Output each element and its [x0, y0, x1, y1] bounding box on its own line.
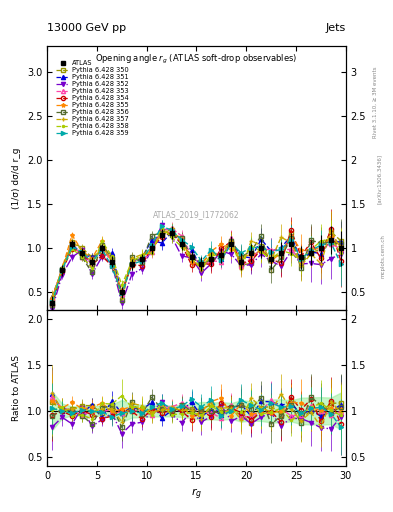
Text: Rivet 3.1.10, ≥ 3M events: Rivet 3.1.10, ≥ 3M events — [373, 67, 378, 138]
Text: Opening angle $r_g$ (ATLAS soft-drop observables): Opening angle $r_g$ (ATLAS soft-drop obs… — [95, 53, 298, 66]
Text: 13000 GeV pp: 13000 GeV pp — [47, 23, 126, 33]
Y-axis label: (1/σ) dσ/d r_g: (1/σ) dσ/d r_g — [12, 147, 21, 209]
Y-axis label: Ratio to ATLAS: Ratio to ATLAS — [12, 355, 21, 421]
Text: mcplots.cern.ch: mcplots.cern.ch — [381, 234, 386, 278]
X-axis label: $r_g$: $r_g$ — [191, 486, 202, 502]
Text: ATLAS_2019_I1772062: ATLAS_2019_I1772062 — [153, 210, 240, 220]
Legend: ATLAS, Pythia 6.428 350, Pythia 6.428 351, Pythia 6.428 352, Pythia 6.428 353, P: ATLAS, Pythia 6.428 350, Pythia 6.428 35… — [53, 57, 132, 139]
Text: [arXiv:1306.3436]: [arXiv:1306.3436] — [377, 154, 382, 204]
Text: Jets: Jets — [325, 23, 346, 33]
